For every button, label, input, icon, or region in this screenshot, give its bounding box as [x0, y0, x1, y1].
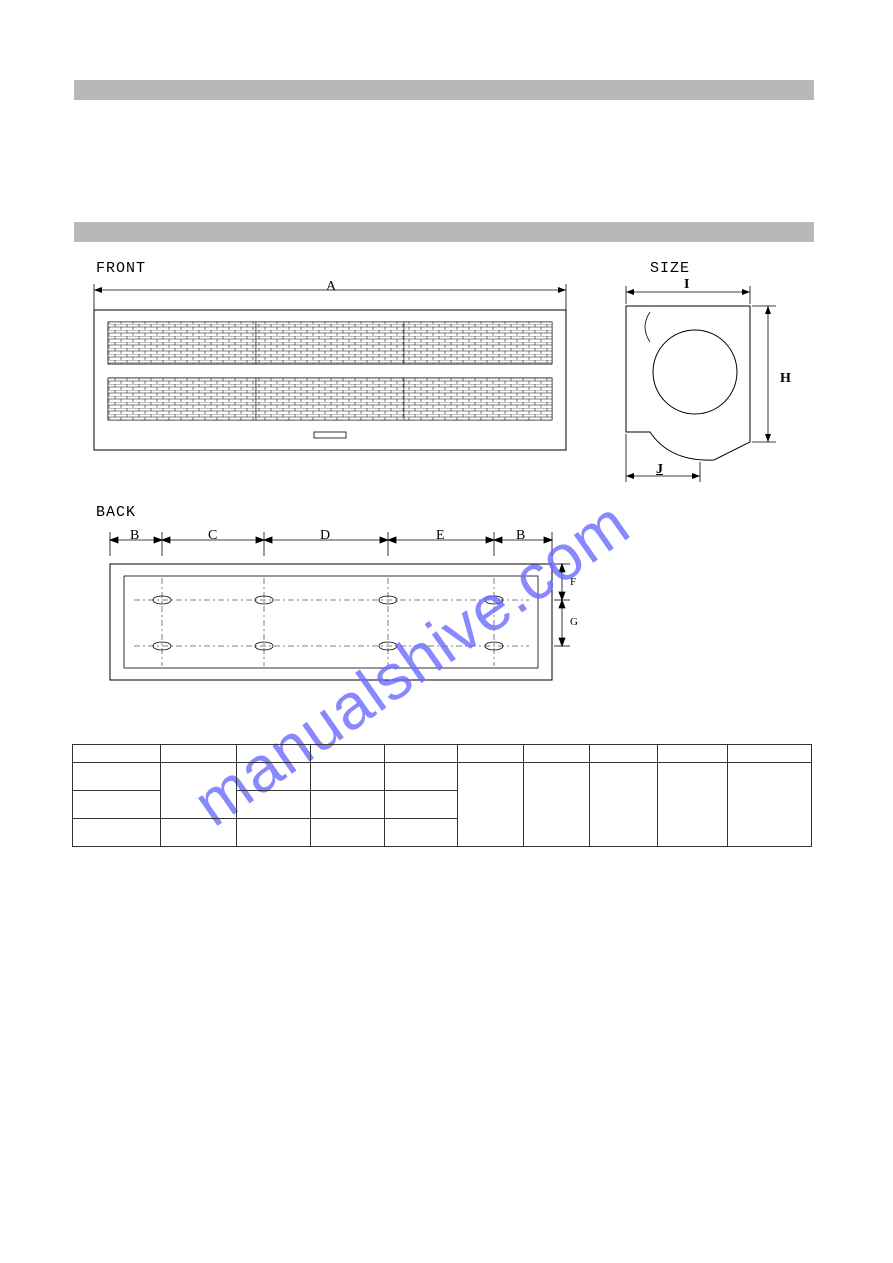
table-cell — [524, 745, 590, 763]
table-cell — [310, 763, 384, 791]
table-cell — [458, 745, 524, 763]
spec-table — [72, 744, 812, 847]
dim-B2: B — [516, 528, 525, 544]
table-cell — [658, 763, 728, 847]
table-cell — [384, 745, 458, 763]
size-diagram — [600, 282, 800, 492]
dim-C: C — [208, 528, 217, 544]
dim-D: D — [320, 528, 330, 544]
dim-B1: B — [130, 528, 139, 544]
table-cell — [590, 763, 658, 847]
front-diagram — [88, 282, 573, 460]
table-row — [73, 763, 812, 791]
table-cell — [236, 745, 310, 763]
table-cell — [728, 763, 812, 847]
table-cell — [384, 791, 458, 819]
dim-J: J — [656, 462, 663, 478]
table-cell — [73, 763, 161, 791]
table-cell — [310, 791, 384, 819]
table-cell — [658, 745, 728, 763]
size-label: SIZE — [650, 260, 690, 277]
table-cell — [524, 763, 590, 847]
table-cell — [310, 819, 384, 847]
table-cell — [384, 763, 458, 791]
table-cell — [236, 791, 310, 819]
table-cell — [160, 745, 236, 763]
dim-F: F — [570, 576, 576, 588]
table-cell — [236, 763, 310, 791]
table-cell — [73, 819, 161, 847]
table-cell — [458, 763, 524, 847]
header-bar-1 — [74, 80, 814, 100]
back-label: BACK — [96, 504, 136, 521]
table-cell — [73, 791, 161, 819]
table-cell — [728, 745, 812, 763]
header-bar-2 — [74, 222, 814, 242]
table-cell — [236, 819, 310, 847]
table-cell — [160, 763, 236, 819]
dim-G: G — [570, 616, 578, 628]
dim-H: H — [780, 371, 791, 387]
table-cell — [590, 745, 658, 763]
front-label: FRONT — [96, 260, 146, 277]
table-header-row — [73, 745, 812, 763]
table-cell — [160, 819, 236, 847]
table-cell — [384, 819, 458, 847]
dim-A: A — [326, 279, 336, 295]
dim-E: E — [436, 528, 445, 544]
back-diagram — [104, 528, 584, 692]
table-cell — [73, 745, 161, 763]
table-cell — [310, 745, 384, 763]
dim-I: I — [684, 277, 689, 293]
